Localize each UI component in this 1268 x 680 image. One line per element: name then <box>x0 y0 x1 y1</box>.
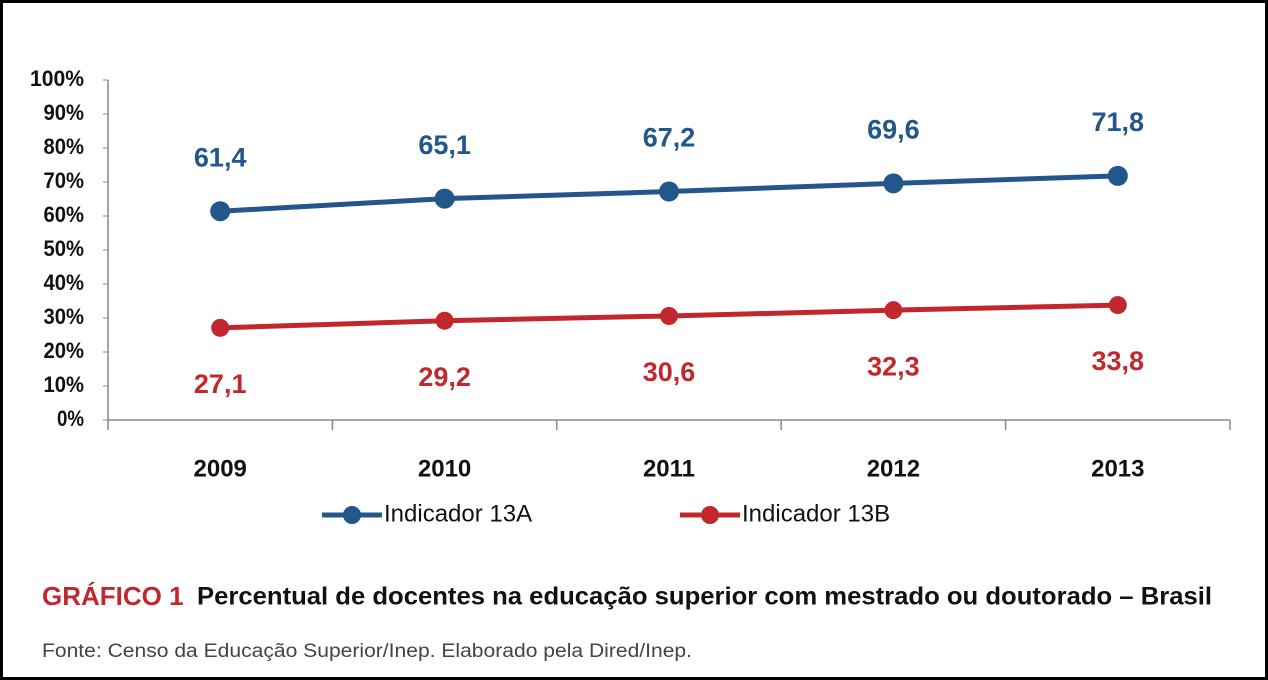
y-tick-label: 90% <box>44 100 85 125</box>
data-label: 61,4 <box>194 142 247 172</box>
data-point <box>883 173 904 194</box>
legend-label: Indicador 13A <box>384 500 532 527</box>
data-label: 32,3 <box>867 351 920 381</box>
data-label: 65,1 <box>418 130 471 160</box>
data-label: 30,6 <box>643 357 696 387</box>
legend-label: Indicador 13B <box>742 500 890 527</box>
y-tick-label: 70% <box>44 168 85 193</box>
data-point <box>435 311 454 330</box>
data-label: 71,8 <box>1092 107 1145 137</box>
data-point <box>884 301 903 320</box>
x-tick-label: 2009 <box>194 455 247 482</box>
data-point <box>210 201 231 222</box>
x-tick-label: 2012 <box>867 455 920 482</box>
y-tick-label: 40% <box>44 270 85 295</box>
data-point <box>211 318 230 337</box>
chart-title: Percentual de docentes na educação super… <box>197 583 1212 611</box>
y-tick-label: 50% <box>44 236 85 261</box>
y-tick-label: 20% <box>44 338 85 363</box>
data-label: 69,6 <box>867 114 920 144</box>
data-label: 29,2 <box>418 362 471 392</box>
source-note: Fonte: Censo da Educação Superior/Inep. … <box>42 641 692 662</box>
x-tick-label: 2010 <box>418 455 471 482</box>
y-tick-label: 60% <box>44 202 85 227</box>
legend-marker <box>343 506 361 524</box>
data-point <box>659 181 679 202</box>
data-label: 67,2 <box>643 123 696 153</box>
data-point <box>1108 296 1127 315</box>
data-point <box>1107 165 1128 186</box>
x-tick-label: 2013 <box>1091 455 1144 482</box>
figure-label: GRÁFICO 1 <box>42 581 184 611</box>
x-tick-label: 2011 <box>643 455 695 482</box>
data-label: 33,8 <box>1092 346 1145 376</box>
y-tick-label: 0% <box>57 406 84 431</box>
y-tick-label: 100% <box>30 66 84 91</box>
data-point <box>434 188 455 209</box>
y-tick-label: 10% <box>44 372 85 397</box>
data-label: 27,1 <box>194 369 247 399</box>
y-tick-label: 30% <box>44 304 85 329</box>
data-point <box>660 306 678 325</box>
legend-marker <box>701 506 719 524</box>
y-tick-label: 80% <box>44 134 85 159</box>
